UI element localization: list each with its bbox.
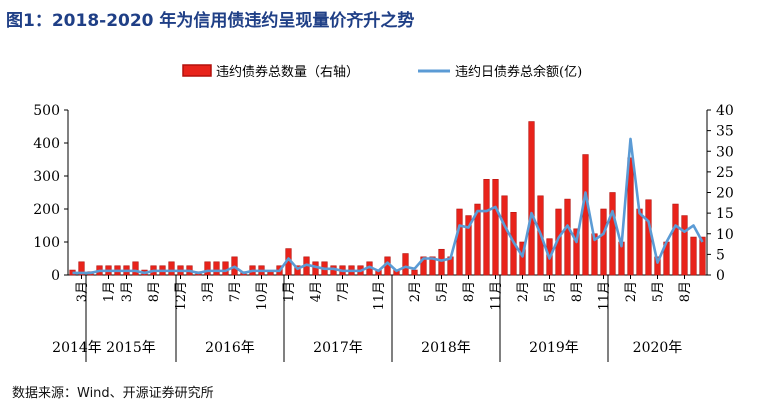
bar xyxy=(636,208,643,276)
bar xyxy=(501,195,508,276)
x-tick-label: 2月 xyxy=(408,281,423,302)
bar xyxy=(582,154,589,276)
right-tick-label: 30 xyxy=(716,144,734,160)
legend-bar-label: 违约债券总数量（右轴） xyxy=(216,64,359,80)
right-tick-label: 10 xyxy=(716,227,734,243)
legend-line-label: 违约日债券总余额(亿) xyxy=(455,64,582,80)
right-tick-label: 20 xyxy=(716,186,734,202)
x-tick-label: 3月 xyxy=(201,281,216,302)
x-tick-label: 8月 xyxy=(678,281,693,302)
bar xyxy=(429,256,436,276)
x-tick-label: 3月 xyxy=(120,281,135,302)
figure-title: 图1：2018-2020 年为信用债违约呈现量价齐升之势 xyxy=(6,11,415,31)
left-tick-label: 0 xyxy=(51,268,60,284)
bar xyxy=(528,121,535,276)
bar xyxy=(411,269,418,276)
x-tick-label: 8月 xyxy=(147,281,162,302)
x-tick-label: 8月 xyxy=(570,281,585,302)
year-label: 2020年 xyxy=(633,340,683,356)
left-tick-label: 200 xyxy=(33,202,60,218)
x-tick-label: 2月 xyxy=(516,281,531,302)
bar xyxy=(132,261,139,276)
x-tick-label: 7月 xyxy=(336,281,351,302)
right-tick-label: 25 xyxy=(716,165,734,181)
data-source-note: 数据来源：Wind、开源证券研究所 xyxy=(12,386,214,401)
x-tick-label: 11月 xyxy=(597,281,612,311)
combo-chart: 违约债券总数量（右轴） 违约日债券总余额(亿) 0100200300400500… xyxy=(33,64,734,362)
bar xyxy=(222,261,229,276)
right-tick-label: 35 xyxy=(716,124,734,140)
year-label: 2014年 xyxy=(52,340,102,356)
legend: 违约债券总数量（右轴） 违约日债券总余额(亿) xyxy=(182,64,582,80)
year-label: 2018年 xyxy=(421,340,471,356)
year-label: 2016年 xyxy=(205,340,255,356)
left-tick-label: 100 xyxy=(33,235,60,251)
year-label: 2015年 xyxy=(106,340,156,356)
x-tick-label: 2月 xyxy=(624,281,639,302)
left-tick-label: 500 xyxy=(33,103,60,119)
bar xyxy=(645,199,652,276)
x-tick-label: 10月 xyxy=(255,281,270,311)
bar xyxy=(213,261,220,276)
right-tick-label: 0 xyxy=(716,268,725,284)
bar xyxy=(690,236,697,276)
bar xyxy=(564,198,571,276)
legend-bar-swatch xyxy=(182,64,212,77)
bar xyxy=(294,265,301,276)
x-tick-label: 12月 xyxy=(174,281,189,311)
bar xyxy=(699,236,706,276)
bar xyxy=(600,208,607,276)
right-tick-label: 5 xyxy=(716,247,725,263)
x-tick-label: 4月 xyxy=(309,281,324,302)
bar xyxy=(681,215,688,276)
x-tick-label: 11月 xyxy=(489,281,504,311)
year-label: 2019年 xyxy=(529,340,579,356)
x-tick-label: 3月 xyxy=(75,281,90,302)
x-tick-label: 5月 xyxy=(435,281,450,302)
bar xyxy=(456,208,463,276)
x-tick-label: 7月 xyxy=(228,281,243,302)
bar xyxy=(204,261,211,276)
bar xyxy=(483,179,490,276)
x-tick-label: 8月 xyxy=(462,281,477,302)
year-label: 2017年 xyxy=(313,340,363,356)
bar xyxy=(168,261,175,276)
x-tick-label: 5月 xyxy=(543,281,558,302)
bar xyxy=(492,179,499,276)
x-tick-label: 1月 xyxy=(102,281,117,302)
bar xyxy=(267,271,274,276)
bar xyxy=(672,203,679,276)
right-tick-label: 15 xyxy=(716,206,734,222)
balance-line xyxy=(72,137,704,275)
left-tick-label: 400 xyxy=(33,136,60,152)
bar xyxy=(474,203,481,276)
x-tick-label: 11月 xyxy=(372,281,387,311)
left-tick-label: 300 xyxy=(33,169,60,185)
bar xyxy=(438,248,445,276)
x-tick-label: 1月 xyxy=(282,281,297,302)
bar xyxy=(609,192,616,276)
right-tick-label: 40 xyxy=(716,103,734,119)
bar xyxy=(420,256,427,276)
x-tick-label: 5月 xyxy=(651,281,666,302)
bar xyxy=(402,253,409,276)
